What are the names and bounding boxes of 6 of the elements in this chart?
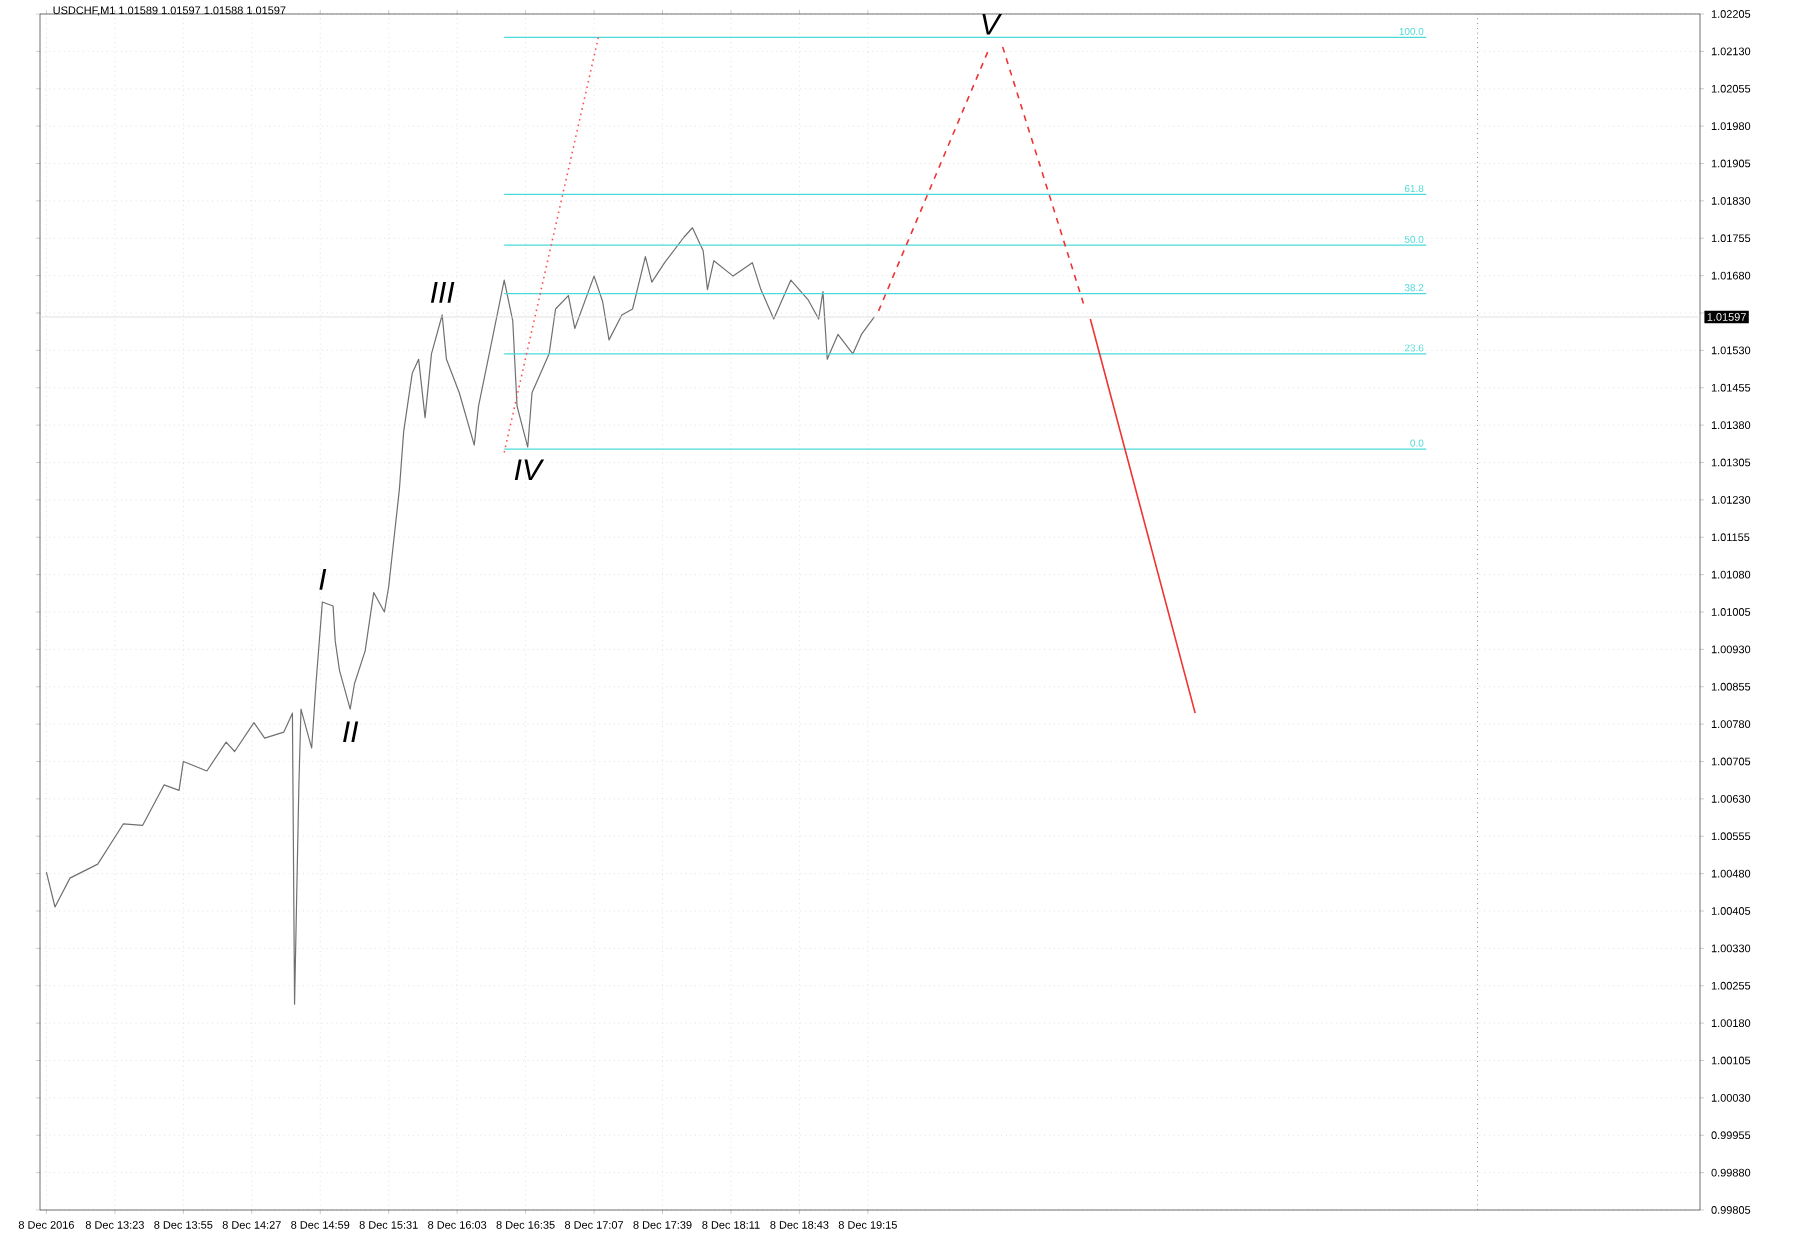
line-series [45,227,875,1005]
annotation: III [430,282,455,303]
annotation: IV [514,459,545,480]
annotation: I [319,569,327,590]
annotation: V [982,13,1003,35]
annotation: II [343,721,359,743]
